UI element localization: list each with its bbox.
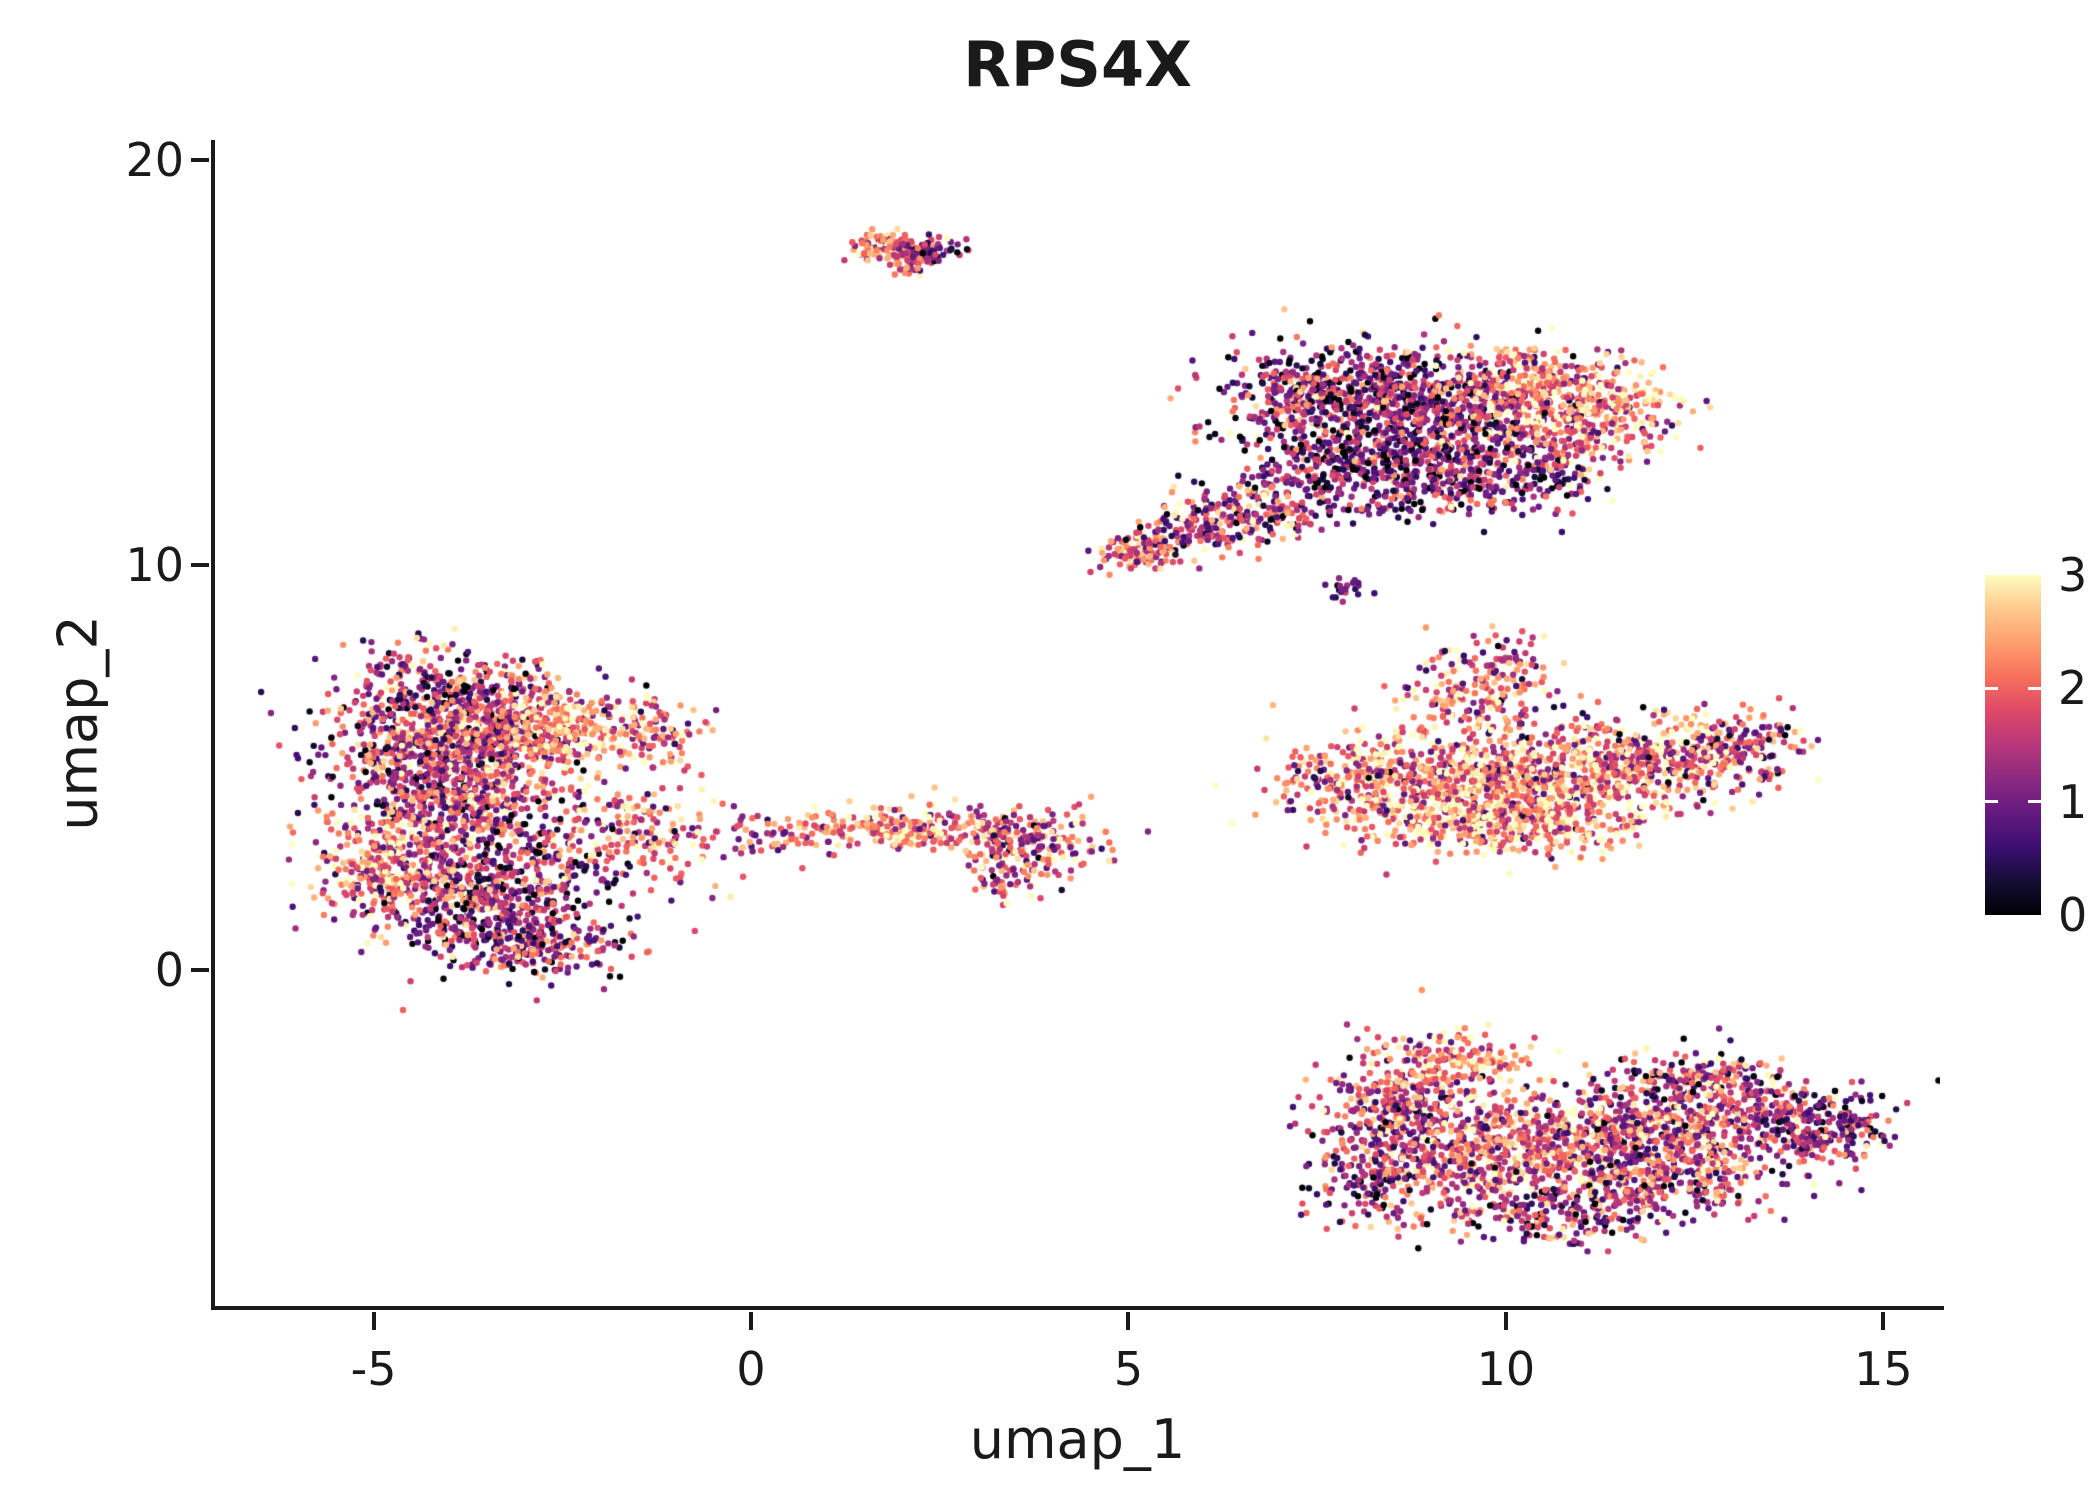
scatter-plot-canvas <box>215 140 1940 1306</box>
x-tick-mark <box>371 1312 376 1330</box>
colorbar-label: 2 <box>2058 661 2088 716</box>
y-tick-mark <box>191 563 209 568</box>
plot-title: RPS4X <box>963 28 1192 101</box>
colorbar <box>1985 575 2041 915</box>
x-tick-label: 10 <box>1476 1342 1536 1396</box>
y-tick-label: 10 <box>125 538 184 593</box>
y-tick-label: 20 <box>125 133 184 188</box>
colorbar-tick-mark <box>2028 686 2041 690</box>
x-tick-mark <box>748 1312 753 1330</box>
y-axis-line <box>211 140 215 1310</box>
colorbar-gradient <box>1985 575 2041 915</box>
colorbar-tick-mark <box>2028 800 2041 804</box>
x-axis-label: umap_1 <box>969 1408 1186 1471</box>
x-axis-line <box>211 1306 1944 1310</box>
y-tick-mark <box>191 158 209 163</box>
x-tick-mark <box>1881 1312 1886 1330</box>
y-tick-mark <box>191 967 209 972</box>
colorbar-tick-mark <box>1985 800 1998 804</box>
x-tick-label: 0 <box>736 1342 766 1396</box>
colorbar-tick-mark <box>1985 686 1998 690</box>
colorbar-label: 0 <box>2058 888 2088 942</box>
y-tick-label: 0 <box>154 942 184 997</box>
x-tick-label: 5 <box>1113 1342 1144 1396</box>
x-tick-label: 15 <box>1854 1342 1913 1396</box>
colorbar-label: 1 <box>2058 774 2088 829</box>
x-tick-mark <box>1503 1312 1508 1330</box>
x-tick-mark <box>1126 1312 1131 1330</box>
y-axis-label: umap_2 <box>46 615 110 831</box>
colorbar-label: 3 <box>2058 548 2088 602</box>
x-tick-label: -5 <box>350 1342 397 1396</box>
